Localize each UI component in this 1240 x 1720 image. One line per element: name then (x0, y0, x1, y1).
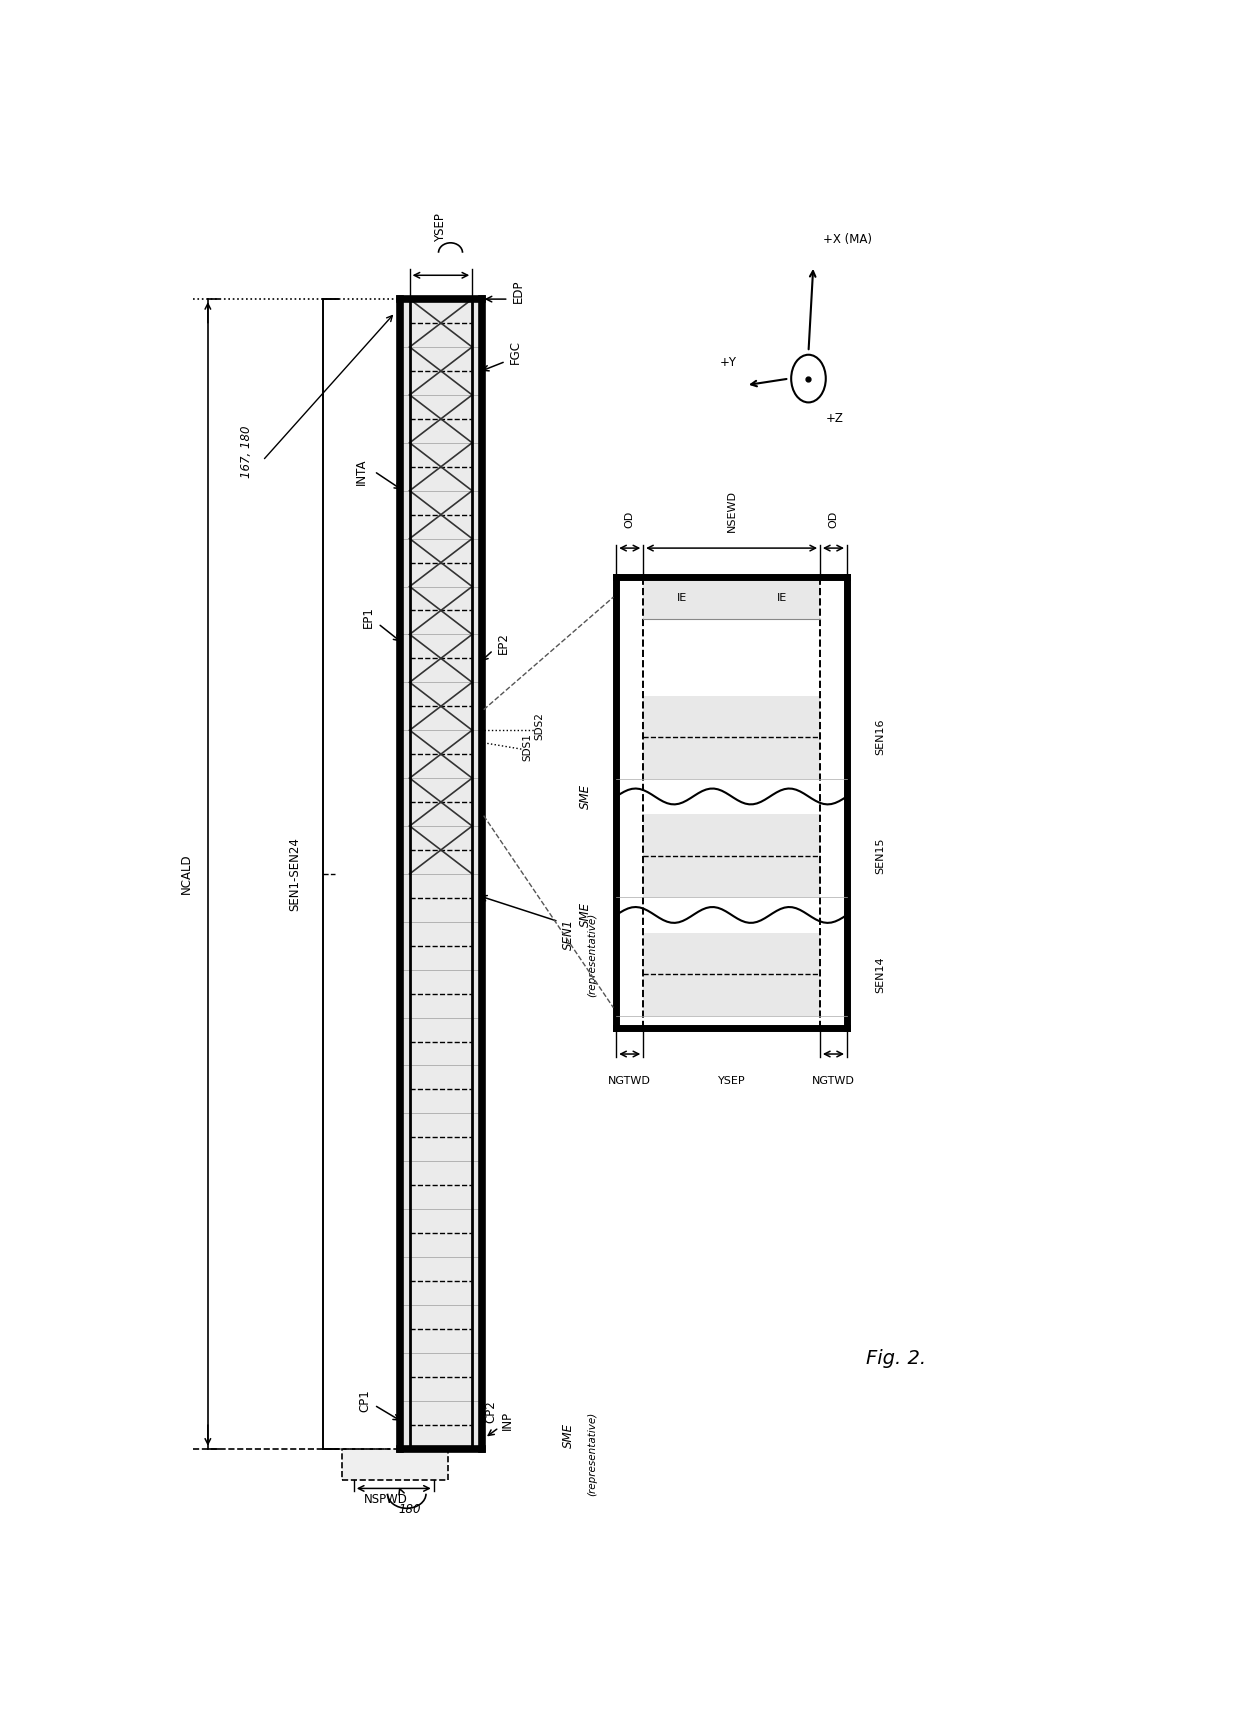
Bar (644, 695, 820, 779)
Text: NSPWD: NSPWD (363, 1493, 408, 1505)
Bar (409, 1161, 472, 1209)
Bar (409, 826, 472, 874)
Bar (401, 299, 481, 1448)
Text: (representative): (representative) (588, 913, 598, 998)
Bar (409, 442, 472, 490)
Bar (342, 1448, 448, 1481)
Text: NCALD: NCALD (180, 853, 193, 894)
Text: YSEP: YSEP (434, 213, 448, 243)
Text: NGTWD: NGTWD (812, 1075, 854, 1085)
Bar (409, 777, 472, 826)
Bar (409, 347, 472, 396)
Bar (409, 731, 472, 777)
Text: CP2: CP2 (485, 1400, 497, 1422)
Text: IE: IE (677, 593, 687, 604)
Bar (409, 1209, 472, 1257)
Text: Fig. 2.: Fig. 2. (866, 1348, 926, 1367)
Text: EP1: EP1 (362, 605, 374, 628)
Text: 180: 180 (398, 1503, 420, 1515)
Text: +X (MA): +X (MA) (823, 232, 872, 246)
Text: EDP: EDP (512, 279, 525, 303)
Text: SME: SME (579, 784, 591, 808)
Bar (409, 1400, 472, 1448)
Bar (409, 1065, 472, 1113)
Bar (409, 538, 472, 587)
Text: SEN15: SEN15 (875, 838, 885, 874)
Bar (644, 932, 820, 1017)
Text: SME: SME (562, 1422, 574, 1448)
Text: 167, 180: 167, 180 (239, 425, 253, 478)
Text: CP1: CP1 (358, 1390, 371, 1412)
Text: INP: INP (501, 1412, 515, 1431)
Bar (409, 683, 472, 731)
Bar (409, 1113, 472, 1161)
Text: SEN1-SEN24: SEN1-SEN24 (288, 838, 301, 912)
Bar (409, 922, 472, 970)
Text: NSEWD: NSEWD (727, 490, 737, 531)
Bar (409, 874, 472, 922)
Bar (644, 814, 820, 898)
Bar (644, 578, 820, 619)
Text: IE: IE (776, 593, 786, 604)
Bar (409, 1354, 472, 1400)
Text: +Z: +Z (826, 411, 843, 425)
Bar (409, 299, 472, 347)
Text: INTA: INTA (355, 458, 368, 485)
Bar (409, 635, 472, 683)
Text: FGC: FGC (508, 341, 522, 365)
Text: SDS2: SDS2 (534, 712, 544, 740)
Text: YSEP: YSEP (718, 1075, 745, 1085)
Bar (409, 396, 472, 442)
Text: EP2: EP2 (496, 633, 510, 654)
Text: SEN16: SEN16 (875, 719, 885, 755)
Bar (409, 490, 472, 538)
Bar (409, 970, 472, 1018)
Text: SEN1: SEN1 (562, 918, 574, 951)
Bar (409, 587, 472, 635)
Text: SEN14: SEN14 (875, 956, 885, 992)
Bar (409, 1018, 472, 1065)
Text: NGTWD: NGTWD (609, 1075, 651, 1085)
Text: SME: SME (579, 903, 591, 927)
Text: SDS1: SDS1 (523, 733, 533, 760)
Bar (409, 1305, 472, 1354)
Text: (representative): (representative) (588, 1412, 598, 1496)
Bar (409, 1257, 472, 1305)
Text: +Y: +Y (719, 356, 737, 370)
Text: OD: OD (625, 511, 635, 528)
Text: OD: OD (828, 511, 838, 528)
